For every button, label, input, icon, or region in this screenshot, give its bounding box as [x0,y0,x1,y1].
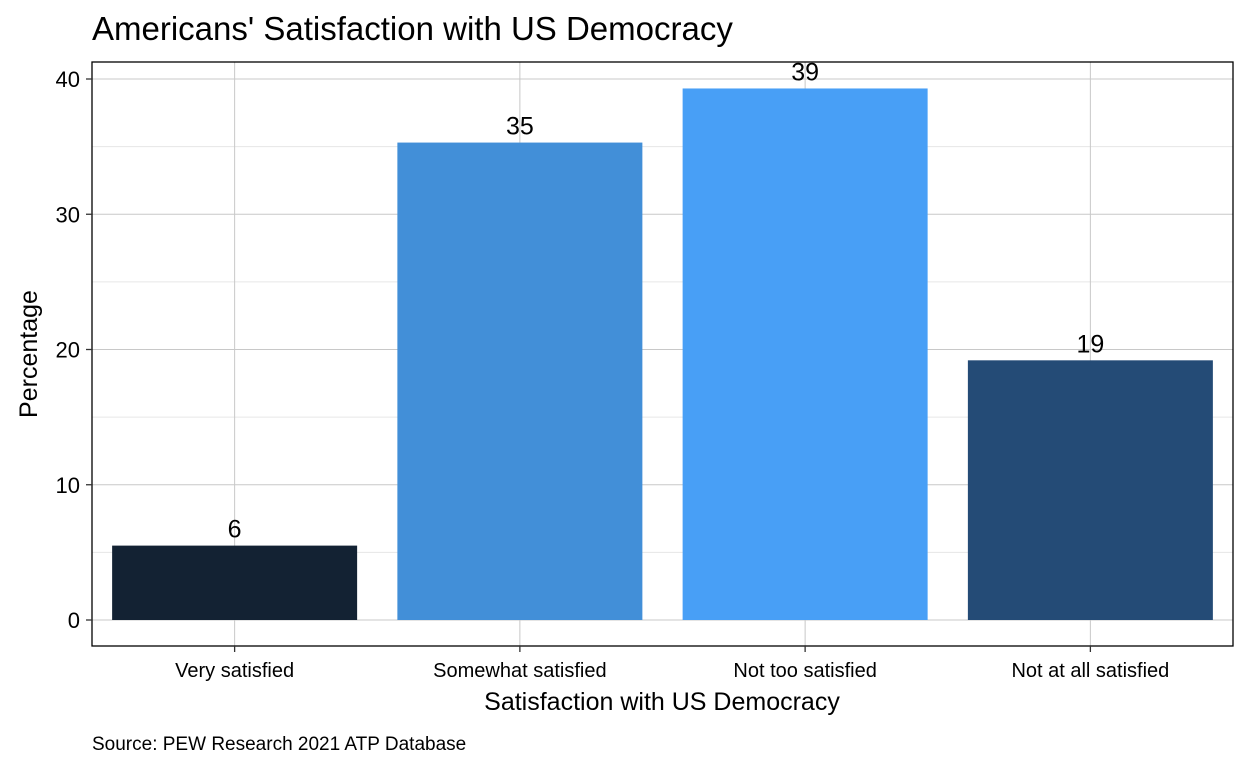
bar-somewhat-satisfied [397,142,643,620]
data-label: 19 [1076,330,1104,358]
data-label: 39 [791,58,819,86]
plot-area: 6 35 39 19 [92,58,1233,646]
bar-very-satisfied [112,545,358,620]
bar-not-at-all-satisfied [967,360,1213,620]
data-label: 6 [228,516,242,544]
bar-not-too-satisfied [682,88,928,620]
y-axis-title: Percentage [15,290,43,418]
y-tick-label: 40 [56,67,80,92]
y-tick-label: 0 [68,608,80,633]
y-tick-label: 30 [56,202,80,227]
source-caption: Source: PEW Research 2021 ATP Database [92,734,466,755]
panel-border [91,61,1234,647]
plot-panel: 6 35 39 19 0 10 20 30 40 Very satisfied Somewhat s… [56,58,1234,682]
chart-title: Americans' Satisfaction with US Democrac… [92,10,733,47]
data-label: 35 [506,113,534,141]
x-tick-label: Not too satisfied [733,660,876,682]
x-tick-label: Somewhat satisfied [433,660,606,682]
y-tick-label: 20 [56,338,80,363]
x-axis-title: Satisfaction with US Democracy [484,688,840,716]
y-tick-label: 10 [56,473,80,498]
x-tick-label: Very satisfied [175,660,294,682]
x-tick-label: Not at all satisfied [1011,660,1169,682]
